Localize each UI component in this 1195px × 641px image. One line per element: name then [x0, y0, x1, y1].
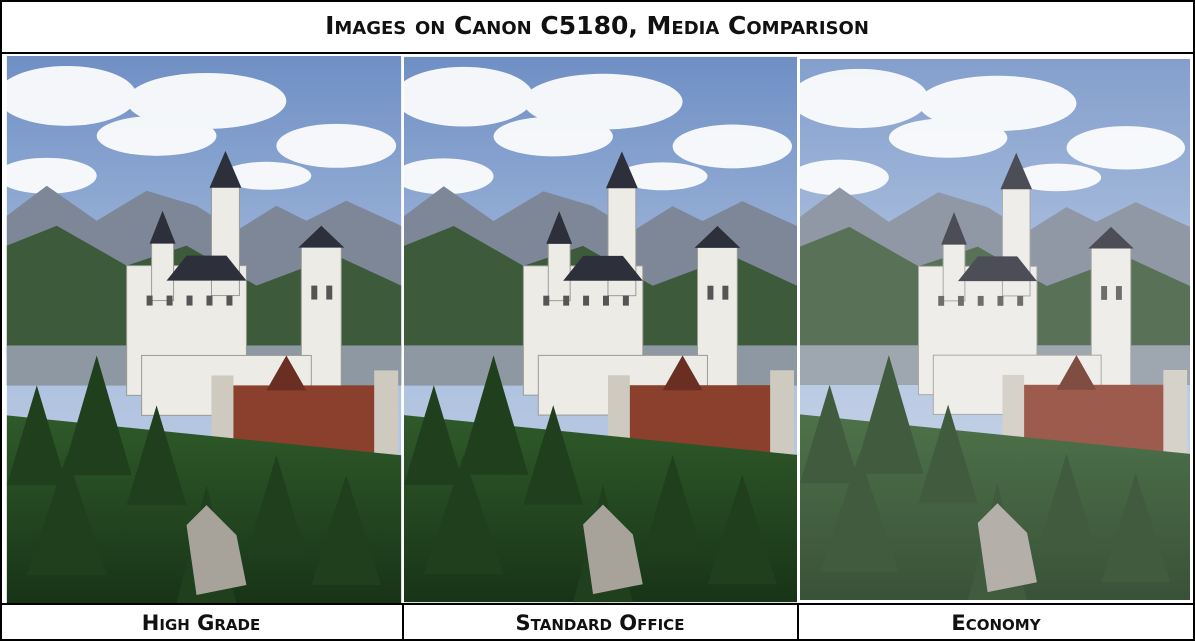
panel-label: High Grade	[142, 611, 260, 635]
castle-photo	[790, 59, 1190, 600]
castle-photo	[0, 56, 401, 603]
castle-photo	[394, 57, 797, 602]
panel-label: Economy	[951, 611, 1041, 635]
title: Images on Canon C5180, Media Comparison	[325, 11, 869, 40]
comparison-page: Images on Canon C5180, Media Comparison …	[0, 0, 1195, 641]
castle-photo-faded	[790, 59, 1190, 600]
panel-label: Standard Office	[516, 611, 685, 635]
comparison-figure: Images on Canon C5180, Media Comparison …	[0, 0, 1195, 641]
